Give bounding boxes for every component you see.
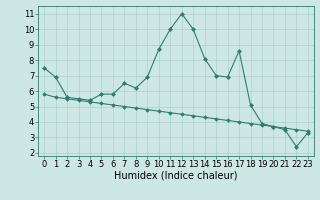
X-axis label: Humidex (Indice chaleur): Humidex (Indice chaleur) xyxy=(114,171,238,181)
